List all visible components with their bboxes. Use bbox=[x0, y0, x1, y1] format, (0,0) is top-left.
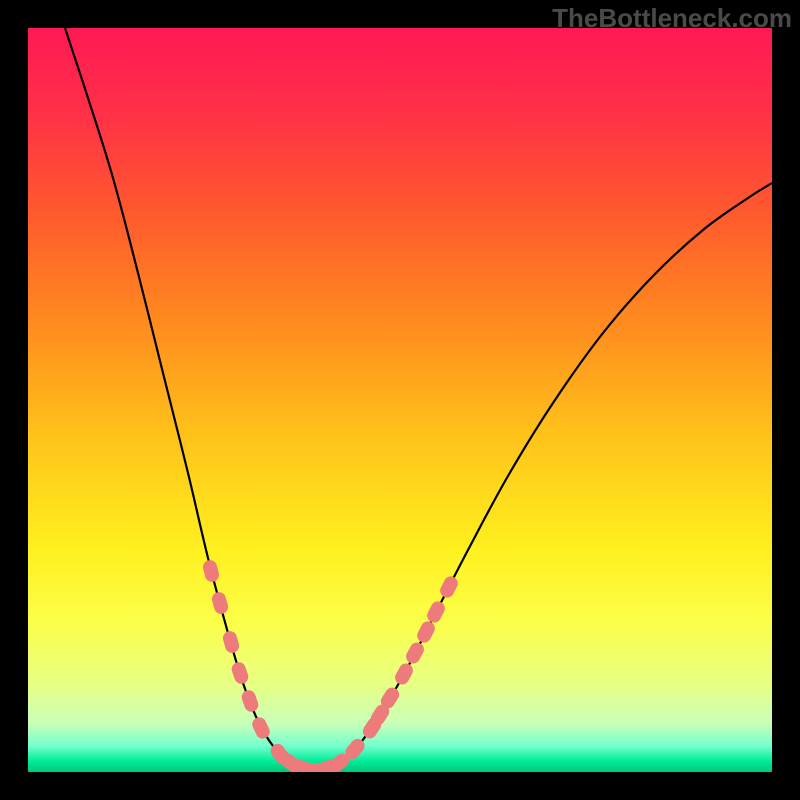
plot-area bbox=[28, 28, 772, 772]
chart-svg bbox=[28, 28, 772, 772]
gradient-background bbox=[28, 28, 772, 772]
chart-canvas: TheBottleneck.com bbox=[0, 0, 800, 800]
